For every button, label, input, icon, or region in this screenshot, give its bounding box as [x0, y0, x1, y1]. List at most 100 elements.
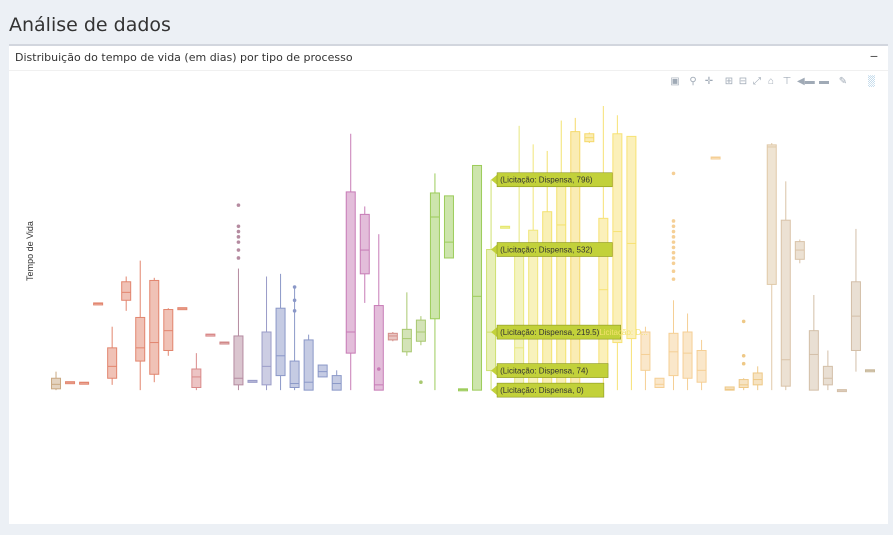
box-series [359, 206, 370, 303]
box-series [121, 276, 132, 311]
box-body [752, 372, 763, 386]
box-body [191, 368, 202, 388]
box-series [233, 203, 244, 391]
box-outlier [419, 380, 423, 385]
box-outlier [376, 367, 381, 371]
box-series [275, 273, 286, 391]
box-body [640, 331, 651, 371]
box-series [794, 239, 805, 264]
box-outlier [671, 229, 676, 234]
box-body [654, 377, 665, 388]
box-body [401, 328, 412, 353]
box-outlier [671, 277, 676, 281]
box-series [415, 316, 426, 385]
box-series [486, 179, 497, 391]
chart-panel: Distribuição do tempo de vida (em dias) … [9, 44, 888, 524]
plotly-logo-icon[interactable]: ░ [867, 76, 875, 87]
box-series [780, 181, 791, 391]
box-body [415, 319, 426, 342]
box-outlier [292, 285, 297, 289]
box-body [261, 331, 272, 386]
reset-axes-icon[interactable]: ⌂ [767, 76, 775, 87]
box-body [766, 144, 777, 285]
box-outlier [236, 203, 241, 207]
box-outlier [671, 269, 676, 273]
box-series [738, 319, 749, 391]
zoom-icon[interactable]: ⚲ [689, 76, 697, 87]
box-series [177, 307, 188, 311]
box-series [289, 285, 300, 391]
hover-pointer [491, 385, 498, 396]
box-outlier [671, 256, 676, 260]
box-body [387, 332, 398, 341]
box-series [261, 276, 272, 391]
box-body [570, 131, 581, 391]
box-body [135, 316, 146, 362]
pan-icon[interactable]: ✛ [704, 76, 714, 87]
hover-label-box [496, 363, 609, 378]
box-outlier [741, 353, 746, 358]
box-series [626, 135, 637, 391]
box-body [373, 305, 384, 391]
camera-icon[interactable]: ▣ [670, 76, 680, 87]
box-outlier [671, 250, 676, 255]
box-series [93, 302, 104, 306]
box-body [289, 360, 300, 388]
box-body [556, 173, 567, 391]
box-outlier [671, 224, 676, 229]
box-outlier [292, 298, 297, 303]
box-body [626, 135, 637, 340]
hover-compare-icon[interactable]: ▬ [819, 76, 829, 87]
hover-pointer [491, 365, 498, 376]
box-outlier [236, 256, 241, 260]
page-title: Análise de dados [9, 14, 171, 36]
box-body [808, 330, 819, 391]
box-series [345, 133, 356, 391]
box-series-group [51, 106, 875, 393]
box-series [135, 260, 146, 391]
zoom-in-icon[interactable]: ⊞ [724, 76, 734, 87]
box-outlier [671, 219, 676, 223]
hover-pointer [491, 327, 498, 338]
box-body [331, 375, 342, 391]
box-outlier [671, 171, 676, 176]
box-body [738, 379, 749, 388]
box-outlier [236, 229, 241, 234]
box-series [303, 334, 314, 391]
hover-label-box [496, 242, 613, 257]
box-body [107, 347, 118, 379]
box-series [219, 341, 230, 345]
box-outlier [671, 245, 676, 250]
box-series [710, 156, 721, 160]
box-series [51, 371, 62, 391]
box-series [163, 308, 174, 356]
box-body [780, 219, 791, 387]
hover-label-box [496, 324, 621, 340]
hover-labels-group: (Licitação: Dispensa, 796) (Licitação: Di… [491, 172, 648, 398]
box-body [429, 192, 440, 320]
hover-closest-icon[interactable]: ◀▬ [797, 76, 815, 87]
box-series [752, 366, 763, 391]
hover-label-text: (Licitação: Dispensa, 74) [500, 367, 588, 376]
box-series [458, 388, 468, 392]
box-series [514, 125, 525, 391]
box-body [822, 365, 833, 386]
collapse-button[interactable]: − [869, 48, 878, 64]
logo-icon[interactable]: ✎ [838, 76, 848, 87]
zoom-out-icon[interactable]: ⊟ [738, 76, 748, 87]
box-series [429, 173, 440, 391]
box-body [51, 377, 62, 390]
box-body [598, 217, 609, 366]
box-body [696, 349, 707, 383]
box-body [303, 339, 314, 391]
box-series [331, 370, 342, 391]
box-series [79, 381, 90, 385]
autoscale-icon[interactable]: ⤢ [753, 76, 761, 87]
hover-side-label: Licitação: D... [599, 328, 647, 337]
box-outlier [236, 224, 241, 229]
hover-pointer [491, 174, 498, 185]
box-body [472, 164, 483, 391]
box-body [486, 249, 497, 372]
box-outlier [671, 240, 676, 244]
spike-lines-icon[interactable]: ⊤ [782, 76, 792, 87]
